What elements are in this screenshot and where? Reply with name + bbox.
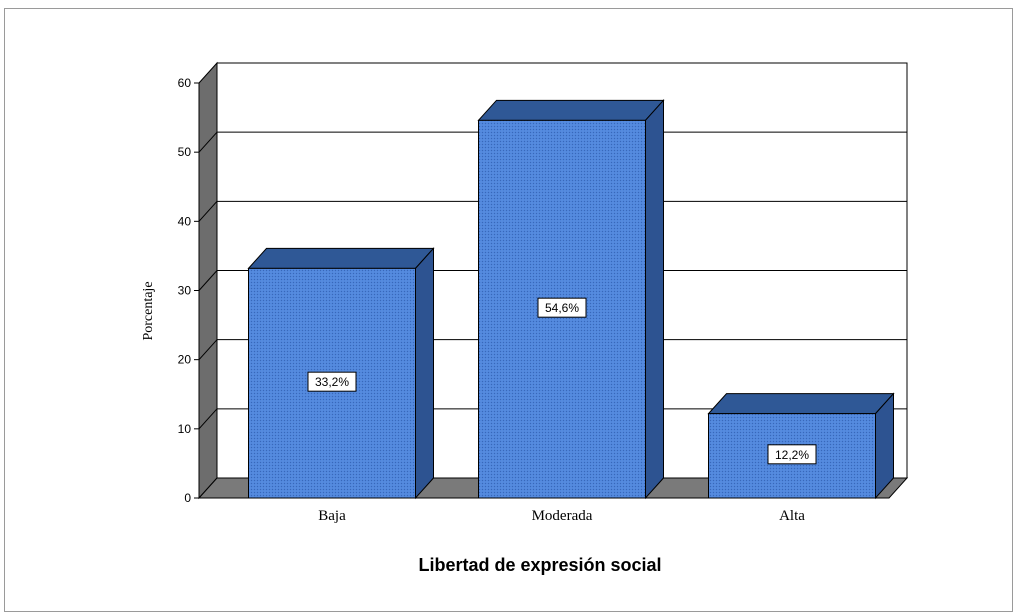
y-tick-label: 10 (178, 422, 192, 436)
data-label: 12,2% (775, 448, 809, 462)
x-tick-label: Alta (779, 508, 805, 524)
gridline-wall (198, 408, 218, 430)
gridline-wall (198, 339, 218, 361)
bar-chart: 0 10 20 30 40 50 60 33,2% Baja 54,6% Moderada 12,2%… (141, 61, 909, 575)
data-label-box (537, 297, 587, 318)
y-tick-label: 20 (178, 353, 192, 367)
bar-top (247, 247, 435, 269)
gridline-wall (198, 270, 218, 291)
y-tick-label: 40 (178, 214, 192, 228)
y-axis-title: Porcentaje (141, 281, 156, 340)
bar-side (415, 247, 434, 500)
data-label-box (767, 444, 817, 465)
y-tick-label: 60 (178, 76, 192, 90)
y-tick-label: 0 (184, 491, 191, 505)
data-label: 54,6% (545, 301, 579, 315)
bar-top (477, 99, 665, 121)
y-tick-label: 30 (178, 284, 192, 298)
x-axis-title: Libertad de expresión social (418, 555, 661, 575)
data-label: 33,2% (315, 375, 349, 389)
plot-area: 0 10 20 30 40 50 60 33,2% Baja 54,6% Moderada 12,2%… (178, 61, 909, 524)
gridline-wall (198, 131, 218, 153)
gridline-wall (198, 200, 218, 222)
bar-top (707, 393, 895, 415)
y-tick-label: 50 (178, 145, 192, 159)
bar-side (645, 99, 664, 500)
chart-frame: 0 10 20 30 40 50 60 33,2% Baja 54,6% Moderada 12,2%… (4, 8, 1013, 612)
x-tick-label: Moderada (532, 508, 593, 524)
x-tick-label: Baja (318, 508, 346, 524)
data-label-box (307, 371, 357, 392)
